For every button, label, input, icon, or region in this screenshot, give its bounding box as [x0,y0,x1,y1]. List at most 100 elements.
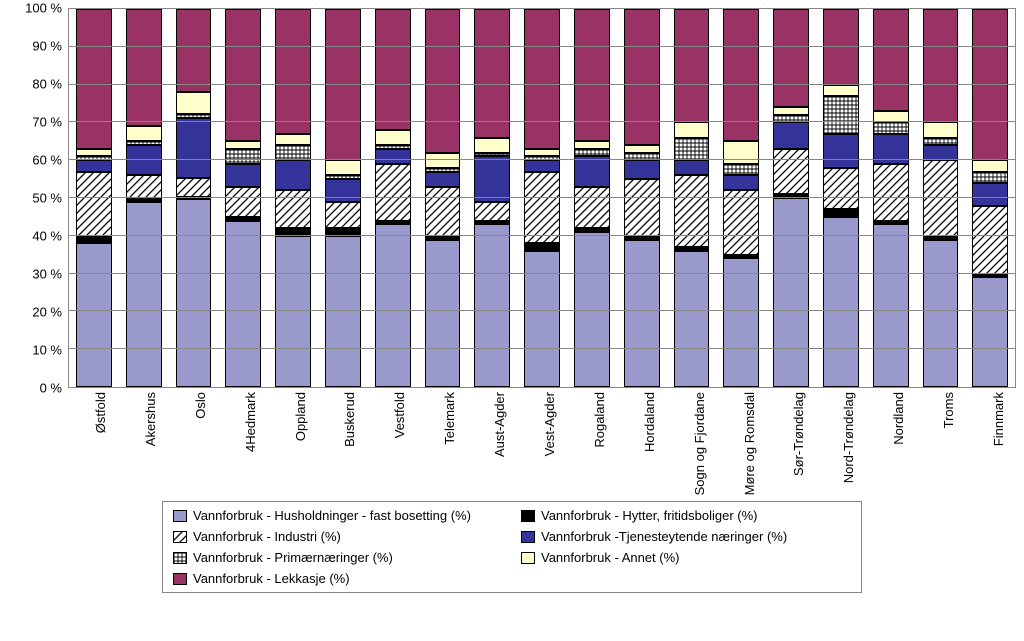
bar-segment-industri [972,206,1008,274]
bar-segment-tjeneste [474,156,510,201]
bar-segment-annet [674,122,710,137]
bar [823,9,859,387]
bar [375,9,411,387]
x-tick-label: 4Hedmark [243,392,258,452]
bar-segment-primar [674,138,710,161]
bar-segment-tjeneste [972,183,1008,206]
bar [126,9,162,387]
bar-segment-husholdninger [126,202,162,387]
bar-segment-lekkasje [823,9,859,85]
x-tick-slot: Telemark [417,388,467,493]
bar [574,9,610,387]
x-tick-label: Buskerud [342,392,357,447]
legend-label: Vannforbruk - Industri (%) [193,529,341,544]
x-tick-label: Akershus [143,392,158,446]
x-tick-label: Vest-Agder [542,392,557,456]
y-tick-label: 10 % [32,343,62,358]
bar-segment-husholdninger [823,217,859,387]
bar-segment-industri [225,187,261,217]
bar-segment-industri [425,187,461,236]
x-tick-label: Vestfold [392,392,407,438]
bar-segment-lekkasje [873,9,909,111]
x-tick-slot: Finnmark [966,388,1016,493]
bar-segment-husholdninger [176,199,212,387]
bar-segment-husholdninger [325,236,361,387]
bar-segment-industri [375,164,411,221]
bar [474,9,510,387]
x-tick-label: Møre og Romsdal [742,392,757,495]
gridline [69,121,1015,122]
legend-label: Vannforbruk -Tjenesteytende næringer (%) [541,529,787,544]
y-tick-label: 30 % [32,267,62,282]
bar-segment-husholdninger [873,224,909,387]
y-tick-label: 80 % [32,77,62,92]
x-tick-label: Sør-Trøndelag [791,392,806,476]
bar [674,9,710,387]
gridline [69,348,1015,349]
legend-label: Vannforbruk - Lekkasje (%) [193,571,350,586]
bar-segment-tjeneste [225,164,261,187]
bar-segment-annet [723,141,759,164]
bar-segment-primar [823,96,859,134]
bar [972,9,1008,387]
bar [425,9,461,387]
bar [923,9,959,387]
x-tick-label: Rogaland [592,392,607,448]
bar-segment-primar [972,172,1008,183]
x-tick-label: Telemark [442,392,457,445]
bar-slot [766,9,816,387]
legend-item-annet: Vannforbruk - Annet (%) [521,550,851,565]
y-tick-label: 20 % [32,305,62,320]
bar-segment-tjeneste [773,122,809,148]
bar-segment-tjeneste [76,160,112,171]
x-tick-slot: Sogn og Fjordane [667,388,717,493]
bar-segment-industri [76,172,112,236]
bar-segment-annet [425,153,461,168]
x-tick-slot: Oppland [268,388,318,493]
bar-slot [716,9,766,387]
bar-segment-annet [823,85,859,96]
legend-item-industri: Vannforbruk - Industri (%) [173,529,503,544]
y-tick-label: 90 % [32,39,62,54]
plot-row: 0 %10 %20 %30 %40 %50 %60 %70 %80 %90 %1… [8,8,1016,388]
bar-segment-annet [76,149,112,157]
legend-label: Vannforbruk - Hytter, fritidsboliger (%) [541,508,758,523]
gridline [69,197,1015,198]
x-tick-slot: Hordaland [617,388,667,493]
x-tick-label: Aust-Agder [492,392,507,457]
bar-segment-tjeneste [375,149,411,164]
legend: Vannforbruk - Husholdninger - fast boset… [162,501,862,593]
bar-segment-lekkasje [375,9,411,130]
bar-segment-industri [674,175,710,247]
bar-slot [318,9,368,387]
x-tick-slot: Østfold [68,388,118,493]
bar-segment-tjeneste [823,134,859,168]
bar [723,9,759,387]
x-tick-label: Østfold [93,392,108,433]
bar-slot [567,9,617,387]
y-tick-label: 60 % [32,153,62,168]
x-tick-slot: Aust-Agder [467,388,517,493]
bar-segment-hytter [76,236,112,244]
x-tick-label: Finnmark [991,392,1006,446]
bar-slot [916,9,966,387]
bar-slot [866,9,916,387]
bar-segment-lekkasje [76,9,112,149]
bar-segment-husholdninger [773,198,809,387]
x-tick-label: Troms [941,392,956,428]
bar [225,9,261,387]
x-tick-slot: Akershus [118,388,168,493]
gridline [69,235,1015,236]
bar-segment-industri [176,178,212,197]
bar-segment-husholdninger [76,243,112,387]
x-tick-slot: Sør-Trøndelag [766,388,816,493]
bar-segment-tjeneste [723,175,759,190]
y-tick-label: 70 % [32,115,62,130]
x-tick-slot: Rogaland [567,388,617,493]
bar-segment-tjeneste [275,160,311,190]
bar-segment-tjeneste [325,179,361,202]
gridline [69,46,1015,47]
bar-segment-tjeneste [176,118,212,178]
bar-segment-husholdninger [375,224,411,387]
x-tick-label: Sogn og Fjordane [692,392,707,495]
